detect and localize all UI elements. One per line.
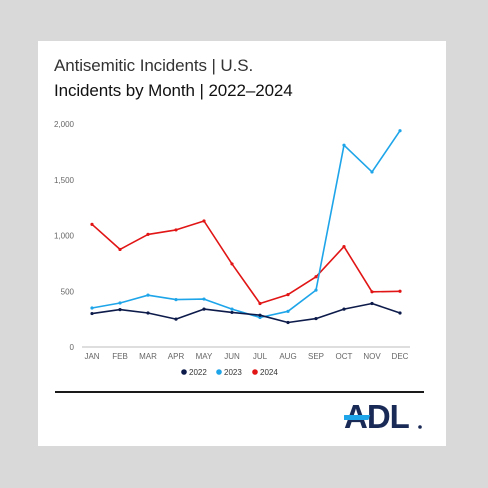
data-point-2023	[398, 129, 402, 133]
data-point-2023	[174, 298, 178, 302]
x-tick-label: MAR	[139, 352, 157, 361]
data-point-2023	[90, 306, 94, 310]
legend-marker-2022	[181, 369, 187, 375]
data-point-2022	[90, 311, 94, 316]
series-line-2023	[91, 129, 401, 319]
y-tick-label: 500	[61, 287, 75, 296]
x-tick-label: NOV	[363, 352, 381, 361]
adl-logo-accent	[344, 415, 371, 420]
data-point-2024	[398, 289, 402, 293]
series-line-2024	[91, 220, 401, 305]
x-tick-label: AUG	[279, 352, 296, 361]
data-point-2022	[258, 313, 262, 317]
data-point-2022	[230, 310, 234, 315]
data-point-2023	[146, 293, 150, 297]
data-point-2023	[258, 315, 262, 320]
line-chart: 0 500 1,000 1,500 2,000 JAN FEB MAR APR MAY JUN JU…	[54, 120, 410, 377]
legend-label-2024: 2024	[260, 368, 278, 377]
series-lines	[90, 129, 402, 325]
data-point-2022	[146, 311, 150, 315]
data-point-2023	[286, 309, 290, 313]
data-point-2024	[118, 247, 122, 252]
data-point-2023	[202, 297, 206, 301]
adl-logo-dot	[418, 425, 422, 429]
y-tick-label: 1,000	[54, 232, 75, 241]
data-point-2024	[202, 219, 206, 223]
data-point-2024	[146, 232, 150, 236]
data-point-2023	[230, 307, 234, 311]
data-point-2022	[370, 301, 374, 306]
data-point-2023	[314, 288, 318, 292]
chart-card: Antisemitic Incidents | U.S. Incidents b…	[38, 41, 446, 446]
data-point-2022	[202, 307, 206, 311]
y-tick-label: 1,500	[54, 176, 75, 185]
adl-logo: ADL	[344, 399, 422, 433]
data-point-2024	[342, 245, 346, 249]
x-tick-label: JAN	[84, 352, 99, 361]
series-line-2022	[91, 302, 401, 324]
legend-label-2022: 2022	[189, 368, 207, 377]
legend-marker-2024	[252, 369, 258, 375]
legend-label-2023: 2023	[224, 368, 242, 377]
data-point-2023	[342, 143, 346, 147]
x-tick-label: APR	[168, 352, 185, 361]
x-tick-label: FEB	[112, 352, 128, 361]
data-point-2023	[370, 170, 374, 174]
data-point-2024	[314, 275, 318, 279]
data-point-2022	[398, 311, 402, 315]
y-tick-label: 0	[70, 343, 75, 352]
data-point-2023	[118, 301, 122, 305]
chart-title: Antisemitic Incidents | U.S.	[54, 56, 254, 75]
legend-marker-2023	[216, 369, 222, 375]
x-tick-label: DEC	[392, 352, 409, 361]
x-axis-ticks: JAN FEB MAR APR MAY JUN JUL AUG SEP OCT NOV DEC	[84, 352, 408, 361]
data-point-2022	[314, 316, 318, 321]
data-point-2024	[230, 262, 234, 266]
data-point-2024	[370, 290, 374, 294]
data-point-2024	[174, 228, 178, 232]
data-point-2022	[286, 320, 290, 325]
data-point-2022	[118, 308, 122, 312]
data-point-2024	[286, 292, 290, 297]
data-point-2024	[90, 222, 94, 226]
data-point-2022	[342, 307, 346, 311]
x-tick-label: JUL	[253, 352, 268, 361]
y-tick-label: 2,000	[54, 120, 75, 129]
y-axis-ticks: 0 500 1,000 1,500 2,000	[54, 120, 75, 352]
x-tick-label: OCT	[336, 352, 353, 361]
data-point-2024	[258, 301, 262, 306]
chart-legend: 2022 2023 2024	[181, 368, 278, 377]
chart-subtitle: Incidents by Month | 2022–2024	[54, 81, 293, 100]
x-tick-label: JUN	[224, 352, 240, 361]
data-point-2022	[174, 317, 178, 321]
x-tick-label: MAY	[196, 352, 213, 361]
x-tick-label: SEP	[308, 352, 324, 361]
divider-rule	[55, 391, 424, 393]
